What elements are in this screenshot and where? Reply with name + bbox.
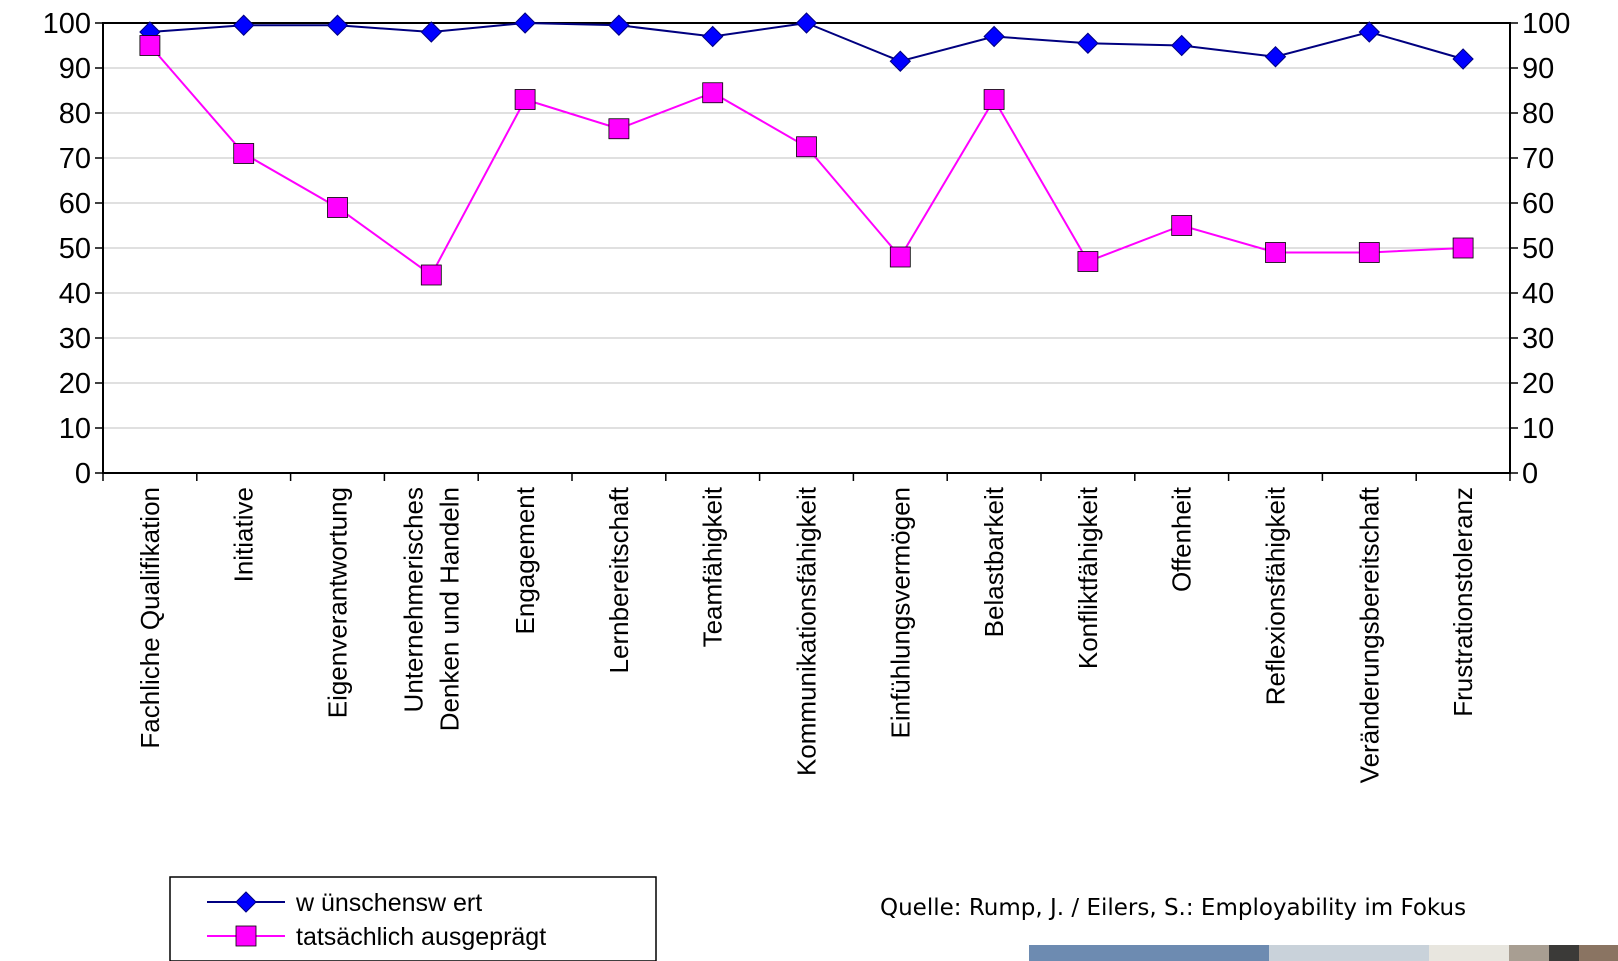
x-category-label: Belastbarkeit [979, 486, 1009, 637]
series-line [149, 44, 1464, 277]
data-point-square [796, 136, 817, 158]
photo-segment [1269, 945, 1429, 961]
y-tick-label-left: 50 [59, 233, 91, 265]
legend: w ünschensw ert tatsächlich ausgeprägt [169, 876, 657, 961]
legend-label: w ünschensw ert [295, 889, 482, 917]
y-tick-label-right: 70 [1522, 143, 1554, 175]
data-point-diamond [701, 25, 724, 48]
x-category-label: Veränderungsbereitschaft [1354, 486, 1384, 783]
x-category-label: Einfühlungsvermögen [885, 487, 915, 739]
y-tick-label-left: 70 [59, 143, 91, 175]
data-point-square [233, 143, 255, 164]
y-tick-label-left: 20 [59, 368, 91, 400]
legend-label: tatsächlich ausgeprägt [296, 923, 546, 951]
photo-segment [1579, 945, 1618, 961]
y-tick-label-right: 30 [1522, 323, 1554, 355]
data-point-square [139, 35, 161, 56]
legend-marker [235, 925, 257, 947]
x-category-label: Unternehmerisches [398, 487, 428, 712]
y-tick-label-right: 0 [1522, 458, 1538, 490]
data-point-diamond [795, 12, 818, 34]
y-axis-left: 0 10 20 30 40 50 60 70 80 90 100 [43, 8, 103, 490]
x-axis: Fachliche Qualifikation Initiative Eigenve… [102, 473, 1511, 783]
y-axis-right: 0 10 20 30 40 50 60 70 80 90 100 [1510, 8, 1570, 490]
data-point-square [420, 264, 442, 286]
data-point-diamond [232, 14, 255, 36]
data-point-square [1265, 242, 1286, 263]
y-tick-label-left: 100 [43, 8, 91, 40]
series-layer [139, 12, 1474, 286]
data-point-diamond [420, 21, 443, 43]
data-point-diamond [514, 12, 536, 34]
x-category-label: Konfliktfähigkeit [1073, 486, 1103, 669]
y-tick-label-left: 80 [59, 98, 91, 130]
data-point-square [1452, 237, 1474, 259]
y-tick-label-right: 40 [1522, 278, 1554, 310]
y-tick-label-right: 80 [1522, 98, 1554, 130]
source-citation: Quelle: Rump, J. / Eilers, S.: Employabi… [880, 895, 1467, 921]
data-point-square [327, 197, 348, 218]
data-point-diamond [1358, 21, 1381, 43]
gridlines [103, 67, 1510, 429]
x-category-label: Reflexionsfähigkeit [1261, 486, 1291, 705]
x-category-label: Frustrationstoleranz [1448, 487, 1478, 717]
y-tick-label-right: 50 [1522, 233, 1554, 265]
x-category-label: Engagement [510, 486, 540, 634]
data-point-diamond [326, 14, 349, 36]
x-category-label: Offenheit [1167, 486, 1197, 592]
photo-strip [1029, 945, 1618, 961]
y-tick-label-left: 10 [59, 413, 91, 445]
data-point-square [983, 89, 1005, 110]
y-tick-label-left: 60 [59, 188, 91, 220]
data-point-diamond [1170, 34, 1193, 57]
data-point-diamond [1452, 48, 1474, 70]
y-tick-label-right: 90 [1522, 53, 1554, 85]
photo-segment [1509, 945, 1549, 961]
series-0 [139, 12, 1474, 72]
y-tick-label-left: 90 [59, 53, 91, 85]
x-category-label: Kommunikationsfähigkeit [792, 486, 822, 776]
y-tick-label-right: 60 [1522, 188, 1554, 220]
data-point-square [514, 89, 536, 110]
y-tick-label-right: 10 [1522, 413, 1554, 445]
y-tick-label-left: 40 [59, 278, 91, 310]
photo-segment [1029, 945, 1269, 961]
data-point-diamond [608, 14, 630, 36]
y-tick-label-right: 20 [1522, 368, 1554, 400]
data-point-diamond [983, 25, 1005, 48]
x-category-label: Fachliche Qualifikation [135, 487, 165, 749]
data-point-square [702, 82, 724, 104]
x-category-label: Denken und Handeln [434, 487, 464, 731]
y-tick-label-left: 30 [59, 323, 91, 355]
x-category-label: Eigenverantwortung [323, 487, 353, 718]
x-category-label: Lernbereitschaft [604, 486, 634, 673]
data-point-diamond [1077, 32, 1099, 54]
photo-segment [1429, 945, 1509, 961]
x-category-label: Teamfähigkeit [698, 486, 728, 647]
y-tick-label-right: 100 [1522, 8, 1570, 40]
series-1 [139, 35, 1474, 286]
photo-segment [1549, 945, 1579, 961]
data-point-diamond [889, 50, 912, 72]
x-category-label: Initiative [229, 487, 259, 582]
data-point-square [1358, 242, 1380, 263]
data-point-square [889, 246, 911, 268]
y-tick-label-left: 0 [75, 458, 91, 490]
data-point-diamond [1264, 46, 1287, 68]
data-point-square [1077, 251, 1099, 272]
data-point-square [608, 118, 630, 140]
legend-box [169, 876, 657, 961]
legend-marker [235, 891, 257, 913]
data-point-square [1171, 215, 1193, 236]
